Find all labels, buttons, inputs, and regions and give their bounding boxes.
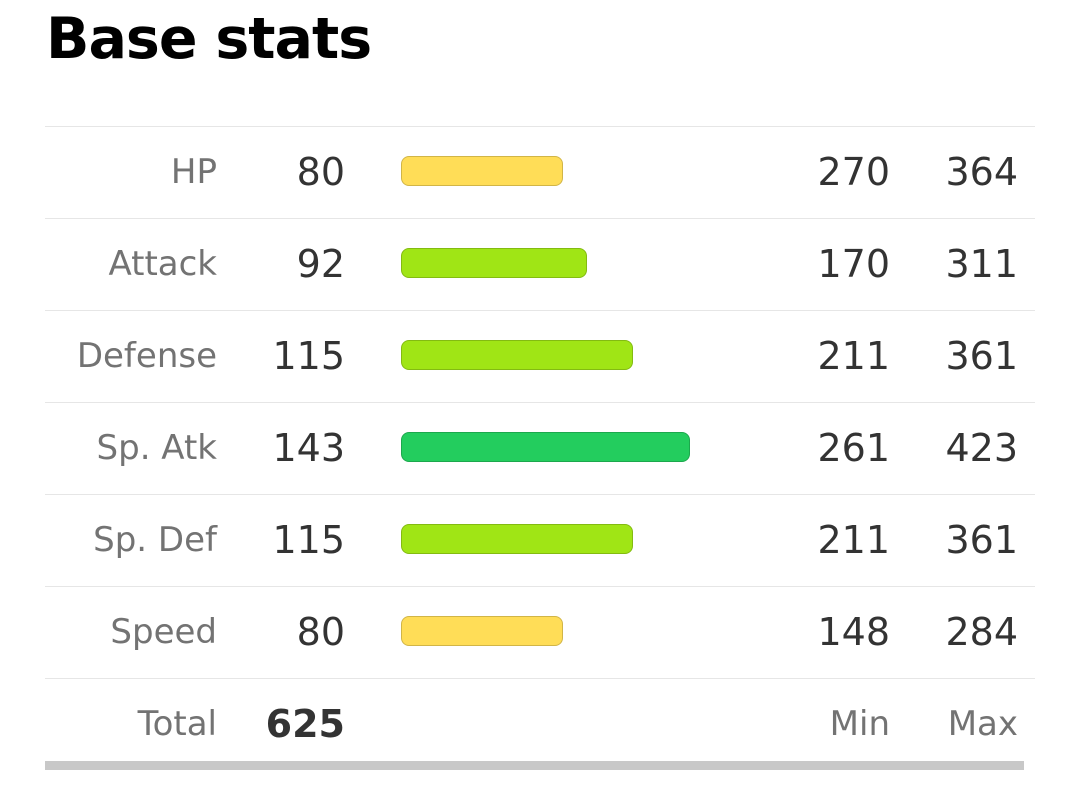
stat-label: Attack	[108, 244, 217, 284]
stat-max: 284	[945, 610, 1018, 654]
stat-min: 270	[817, 150, 890, 194]
stat-min: 211	[817, 334, 890, 378]
stat-min: 170	[817, 242, 890, 286]
stat-min: 261	[817, 426, 890, 470]
stat-label: Sp. Def	[93, 520, 217, 560]
total-label: Total	[137, 704, 217, 744]
stat-row-hp: HP 80 270 364	[45, 126, 1035, 218]
stat-bar	[401, 340, 633, 370]
stat-row-sp-atk: Sp. Atk 143 261 423	[45, 402, 1035, 494]
stat-row-defense: Defense 115 211 361	[45, 310, 1035, 402]
stat-bar-track	[401, 403, 741, 494]
stat-min: 211	[817, 518, 890, 562]
stat-max: 361	[945, 518, 1018, 562]
stat-label: Speed	[110, 612, 217, 652]
base-stats-table: HP 80 270 364 Attack 92 170 311 Defense …	[45, 126, 1035, 767]
stat-row-total: Total 625 Min Max	[45, 678, 1035, 767]
stat-value: 143	[272, 426, 345, 470]
stat-value: 80	[296, 150, 345, 194]
min-column-label: Min	[829, 704, 890, 744]
stat-min: 148	[817, 610, 890, 654]
stat-value: 115	[272, 518, 345, 562]
stat-row-attack: Attack 92 170 311	[45, 218, 1035, 310]
stat-bar	[401, 432, 690, 462]
stat-label: HP	[170, 152, 217, 192]
stat-bar	[401, 524, 633, 554]
stat-bar-track	[401, 587, 741, 678]
stat-label: Defense	[76, 336, 217, 376]
table-bottom-rule	[45, 761, 1024, 770]
stat-bar-track	[401, 311, 741, 402]
stat-value: 115	[272, 334, 345, 378]
stat-max: 311	[945, 242, 1018, 286]
stat-bar	[401, 156, 563, 186]
stat-bar	[401, 616, 563, 646]
stat-bar-track	[401, 495, 741, 586]
stat-value: 80	[296, 610, 345, 654]
stat-bar	[401, 248, 587, 278]
stat-row-speed: Speed 80 148 284	[45, 586, 1035, 678]
section-title: Base stats	[46, 6, 372, 72]
stat-row-sp-def: Sp. Def 115 211 361	[45, 494, 1035, 586]
stat-max: 364	[945, 150, 1018, 194]
total-value: 625	[265, 702, 345, 746]
stat-bar-track	[401, 127, 741, 218]
stat-max: 423	[945, 426, 1018, 470]
max-column-label: Max	[947, 704, 1018, 744]
stat-label: Sp. Atk	[96, 428, 217, 468]
stat-value: 92	[296, 242, 345, 286]
stat-max: 361	[945, 334, 1018, 378]
stat-bar-track	[401, 219, 741, 310]
